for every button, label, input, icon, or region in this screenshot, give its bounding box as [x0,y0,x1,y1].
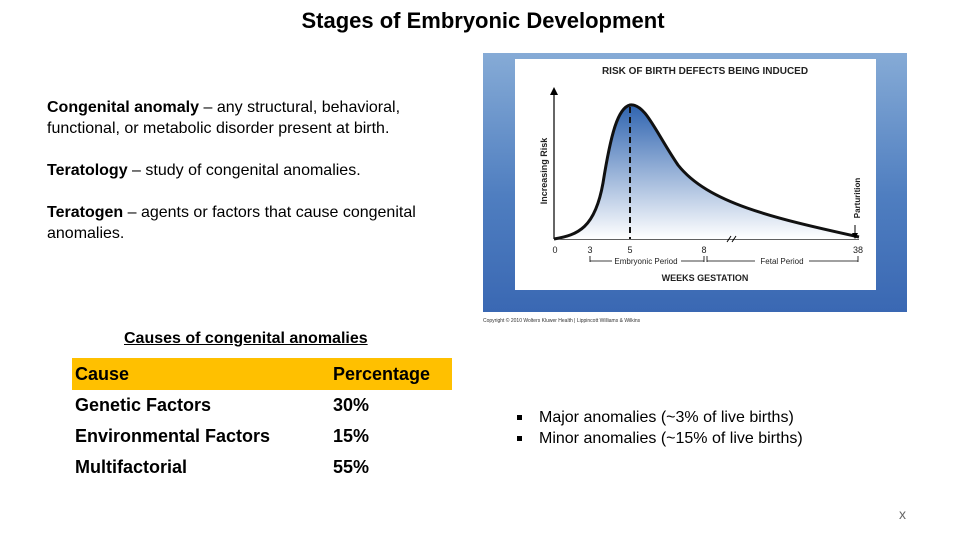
definition-text: – agents or factors that cause congenita… [47,204,416,242]
definition-term: Teratogen [47,204,124,221]
risk-curve-graphic: RISK OF BIRTH DEFECTS BEING INDUCED Incr… [515,59,876,290]
definition-text: – any structural, behavioral, functional… [47,99,401,137]
cause-cell: Multifactorial [75,457,188,477]
definition-congenital-anomaly: Congenital anomaly – any structural, beh… [47,97,467,139]
tick-label: 0 [552,245,557,255]
bullet-text: Major anomalies (~3% of live births) [539,409,794,426]
axis-break [726,235,732,243]
anomaly-bullets: Major anomalies (~3% of live births) Min… [514,407,803,449]
tick-label: 5 [627,245,632,255]
bullet-square-icon [517,436,522,441]
bullet-text: Minor anomalies (~15% of live births) [539,430,803,447]
cause-cell: Genetic Factors [75,395,212,415]
bullet-square-icon [517,415,522,420]
risk-curve [553,103,860,241]
slide-title: Stages of Embryonic Development [301,8,665,33]
x-axis-label: WEEKS GESTATION [662,273,749,283]
embryonic-period-label: Embryonic Period [614,257,677,266]
figure-panel [515,59,876,290]
parturition-label: Parturition [853,178,862,219]
definition-term: Congenital anomaly [47,99,200,116]
percentage-cell: 55% [333,457,370,477]
bullet-item: Major anomalies (~3% of live births) [514,407,803,428]
table-row: Genetic Factors 30% [72,390,452,421]
tick-label: 8 [701,245,706,255]
y-axis-label: Increasing Risk [539,137,549,205]
fetal-period-label: Fetal Period [760,257,803,266]
definition-teratology: Teratology – study of congenital anomali… [47,160,467,181]
y-axis-arrow [550,87,558,95]
cause-cell: Environmental Factors [75,426,271,446]
table-row: Environmental Factors 15% [72,421,452,452]
axis-break [731,235,737,243]
risk-figure: RISK OF BIRTH DEFECTS BEING INDUCED Incr… [483,53,907,312]
header-percentage: Percentage [333,363,431,384]
causes-table: Cause Percentage Genetic Factors 30% Env… [72,358,452,483]
parturition-arrowhead [852,233,858,239]
corner-x-mark[interactable]: x [899,506,906,522]
definition-term: Teratology [47,162,128,179]
table-row: Multifactorial 55% [72,452,452,483]
percentage-cell: 30% [333,395,370,415]
bullet-item: Minor anomalies (~15% of live births) [514,428,803,449]
tick-label: 38 [853,245,863,255]
definitions: Congenital anomaly – any structural, beh… [47,97,467,265]
figure-copyright: Copyright © 2010 Wolters Kluwer Health |… [483,318,641,324]
percentage-cell: 15% [333,426,370,446]
figure-title: RISK OF BIRTH DEFECTS BEING INDUCED [602,66,808,77]
table-header-row: Cause Percentage [72,358,452,390]
definition-teratogen: Teratogen – agents or factors that cause… [47,202,467,244]
tick-label: 3 [587,245,592,255]
table-title: Causes of congenital anomalies [124,330,368,347]
definition-text: – study of congenital anomalies. [127,162,361,179]
header-cause: Cause [75,363,130,384]
